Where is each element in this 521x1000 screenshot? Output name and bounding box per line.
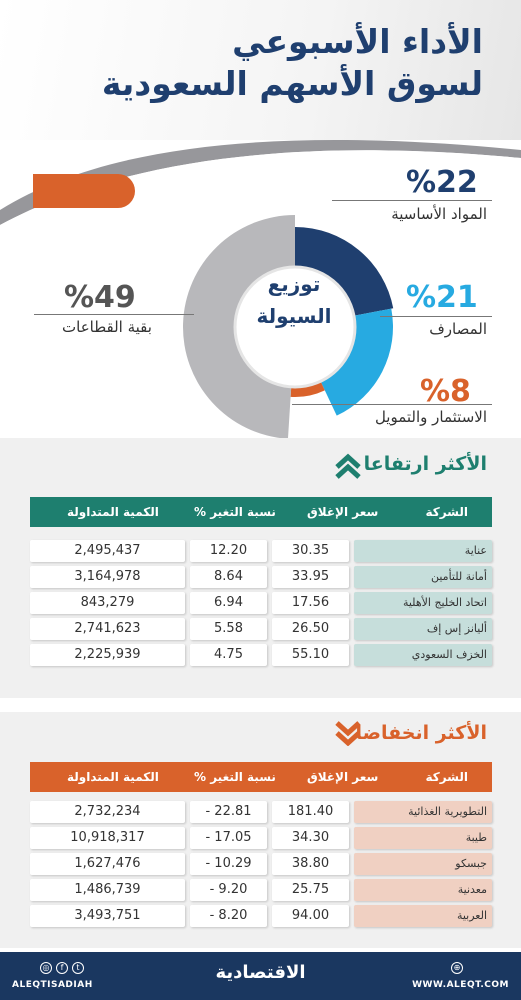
- table-row: 2,741,623 5.58 26.50 أليانز إس إف: [30, 618, 492, 640]
- volume-cell: 3,493,751: [30, 905, 185, 927]
- close-cell: 25.75: [272, 879, 349, 901]
- close-cell: 17.56: [272, 592, 349, 614]
- col-company: الشركة: [425, 770, 468, 784]
- losers-title: الأكثر انخفاضا: [355, 722, 487, 744]
- chart-center-title-word: توزيع: [267, 272, 321, 296]
- change-cell: 12.20: [190, 540, 267, 562]
- change-cell: - 22.81: [190, 801, 267, 823]
- change-cell: - 8.20: [190, 905, 267, 927]
- donut-center: [233, 265, 357, 389]
- volume-cell: 2,741,623: [30, 618, 185, 640]
- name-basic-materials: المواد الأساسية: [391, 205, 487, 223]
- twitter-icon[interactable]: t: [72, 962, 84, 974]
- close-cell: 33.95: [272, 566, 349, 588]
- company-cell: الخزف السعودي: [354, 644, 492, 666]
- volume-cell: 3,164,978: [30, 566, 185, 588]
- close-cell: 34.30: [272, 827, 349, 849]
- up-arrow-icon: [335, 453, 361, 479]
- company-cell: اتحاد الخليج الأهلية: [354, 592, 492, 614]
- table-row: 2,225,939 4.75 55.10 الخزف السعودي: [30, 644, 492, 666]
- company-cell: معدنية: [354, 879, 492, 901]
- globe-icon: ⊕: [451, 962, 463, 974]
- volume-cell: 843,279: [30, 592, 185, 614]
- volume-cell: 1,627,476: [30, 853, 185, 875]
- col-change: نسبة التغير %: [194, 770, 276, 784]
- pct-label-other-sectors: %49: [64, 280, 136, 315]
- chart-center-title: توزيع السيولة: [234, 268, 354, 332]
- company-cell: جبسكو: [354, 853, 492, 875]
- donut-slice-1: [319, 308, 393, 416]
- facebook-icon[interactable]: f: [56, 962, 68, 974]
- close-cell: 38.80: [272, 853, 349, 875]
- donut-slice-3: [183, 215, 295, 439]
- company-cell: أليانز إس إف: [354, 618, 492, 640]
- table-row: 1,486,739- 9.20 25.75 معدنية: [30, 879, 492, 901]
- website-link[interactable]: WWW.ALEQT.COM: [412, 980, 509, 990]
- instagram-icon[interactable]: ◎: [40, 962, 52, 974]
- pct-label-banks: %21: [406, 280, 478, 315]
- close-cell: 94.00: [272, 905, 349, 927]
- liquidity-donut-chart: [183, 215, 394, 439]
- gainers-title: الأكثر ارتفاعا: [363, 453, 487, 475]
- chart-center-title-word: السيولة: [256, 304, 332, 328]
- page-title-line1: الأداء الأسبوعي: [232, 22, 483, 61]
- leader-line: [292, 404, 492, 405]
- table-row: 2,732,234- 22.81 181.40 التطويرية الغذائية: [30, 801, 492, 823]
- table-row: 3,493,751- 8.20 94.00 العربية: [30, 905, 492, 927]
- pct-label-basic-materials: %22: [406, 165, 478, 200]
- volume-cell: 2,732,234: [30, 801, 185, 823]
- company-cell: طيبة: [354, 827, 492, 849]
- pct-label-investment: %8: [420, 374, 471, 409]
- col-close: سعر الإغلاق: [307, 770, 379, 784]
- table-row: 843,279 6.94 17.56 اتحاد الخليج الأهلية: [30, 592, 492, 614]
- volume-cell: 10,918,317: [30, 827, 185, 849]
- table-row: 10,918,317- 17.05 34.30 طيبة: [30, 827, 492, 849]
- change-cell: 4.75: [190, 644, 267, 666]
- brand-logo: الاقتصادية: [215, 962, 306, 983]
- close-cell: 30.35: [272, 540, 349, 562]
- col-company: الشركة: [425, 505, 468, 519]
- col-volume: الكمية المتداولة: [67, 505, 159, 519]
- change-cell: 8.64: [190, 566, 267, 588]
- volume-cell: 1,486,739: [30, 879, 185, 901]
- company-cell: العربية: [354, 905, 492, 927]
- company-cell: التطويرية الغذائية: [354, 801, 492, 823]
- footer: ◎ f t ALEQTISADIAH الاقتصادية ⊕ WWW.ALEQ…: [0, 952, 521, 1000]
- change-cell: - 10.29: [190, 853, 267, 875]
- header-background: [0, 0, 521, 140]
- name-investment: الاستثمار والتمويل: [374, 408, 487, 426]
- social-handle[interactable]: ALEQTISADIAH: [12, 980, 93, 990]
- volume-cell: 2,225,939: [30, 644, 185, 666]
- change-cell: 6.94: [190, 592, 267, 614]
- close-cell: 181.40: [272, 801, 349, 823]
- name-other-sectors: بقية القطاعات: [62, 318, 152, 336]
- donut-slice-0: [295, 227, 394, 317]
- gainers-table-header: الشركة سعر الإغلاق نسبة التغير % الكمية …: [30, 497, 492, 527]
- losers-table-header: الشركة سعر الإغلاق نسبة التغير % الكمية …: [30, 762, 492, 792]
- col-close: سعر الإغلاق: [307, 505, 379, 519]
- change-cell: - 17.05: [190, 827, 267, 849]
- leader-line: [34, 314, 194, 315]
- col-volume: الكمية المتداولة: [67, 770, 159, 784]
- close-cell: 55.10: [272, 644, 349, 666]
- orange-accent-tab: [33, 174, 135, 208]
- leader-line: [332, 200, 492, 201]
- page-title-line2: لسوق الأسهم السعودية: [101, 64, 483, 103]
- leader-line: [380, 316, 492, 317]
- volume-cell: 2,495,437: [30, 540, 185, 562]
- company-cell: عناية: [354, 540, 492, 562]
- table-row: 2,495,437 12.20 30.35 عناية: [30, 540, 492, 562]
- company-cell: أمانة للتأمين: [354, 566, 492, 588]
- change-cell: 5.58: [190, 618, 267, 640]
- change-cell: - 9.20: [190, 879, 267, 901]
- name-banks: المصارف: [429, 320, 487, 338]
- table-row: 1,627,476- 10.29 38.80 جبسكو: [30, 853, 492, 875]
- table-row: 3,164,978 8.64 33.95 أمانة للتأمين: [30, 566, 492, 588]
- close-cell: 26.50: [272, 618, 349, 640]
- down-arrow-icon: [335, 721, 361, 746]
- col-change: نسبة التغير %: [194, 505, 276, 519]
